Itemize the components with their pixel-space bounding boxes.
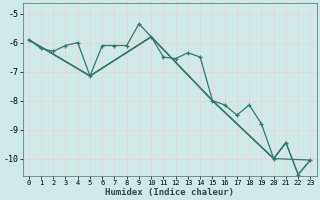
- X-axis label: Humidex (Indice chaleur): Humidex (Indice chaleur): [105, 188, 234, 197]
